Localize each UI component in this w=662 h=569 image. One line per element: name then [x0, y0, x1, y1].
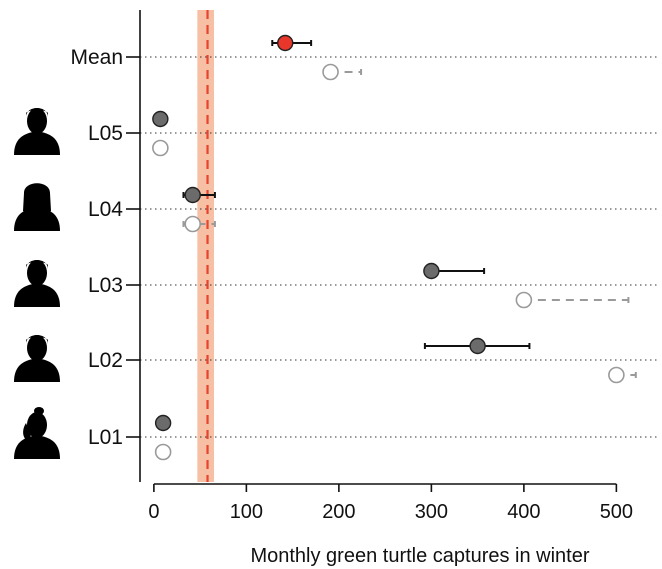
person-long-hair-icon — [14, 183, 60, 231]
mark-layer — [152, 34, 637, 461]
open-point-l04 — [184, 215, 202, 233]
person-short-hair-icon — [14, 335, 60, 382]
y-tick-label: L03 — [88, 274, 123, 297]
open-point-l03 — [515, 291, 533, 309]
x-tick-label: 200 — [322, 501, 355, 523]
open-point-l01 — [154, 443, 172, 461]
y-tick-label: L02 — [88, 349, 123, 372]
filled-point-l01 — [154, 414, 172, 432]
person-short-hair-icon — [14, 108, 60, 155]
y-tick-label: L04 — [88, 198, 123, 221]
axis-layer: 0 100 200 300 400 500 Mean L05 L04 L03 L02 L01 — [70, 10, 633, 523]
filled-point-mean — [277, 34, 294, 52]
x-axis-label: Monthly green turtle captures in winter — [250, 545, 589, 567]
reference-layer — [197, 10, 214, 482]
open-point-l05 — [152, 139, 169, 157]
y-tick-label: L01 — [88, 426, 123, 449]
x-tick-label: 0 — [148, 501, 159, 523]
person-short-hair-icon — [14, 260, 60, 307]
filled-point-l02 — [469, 337, 486, 355]
filled-point-l05 — [152, 110, 169, 128]
x-tick-label: 400 — [507, 501, 540, 523]
open-point-mean — [322, 63, 339, 81]
person-ponytail-icon — [14, 407, 60, 459]
grid-layer — [140, 56, 658, 438]
filled-point-l04 — [184, 186, 201, 204]
x-tick-label: 300 — [415, 501, 448, 523]
reference-band — [197, 10, 214, 482]
filled-point-l03 — [423, 262, 440, 280]
y-tick-label: Mean — [70, 46, 123, 69]
y-tick-label: L05 — [88, 122, 123, 145]
open-point-l02 — [608, 366, 625, 384]
x-tick-label: 500 — [600, 501, 633, 523]
x-tick-label: 100 — [230, 501, 263, 523]
icon-layer — [14, 108, 60, 459]
